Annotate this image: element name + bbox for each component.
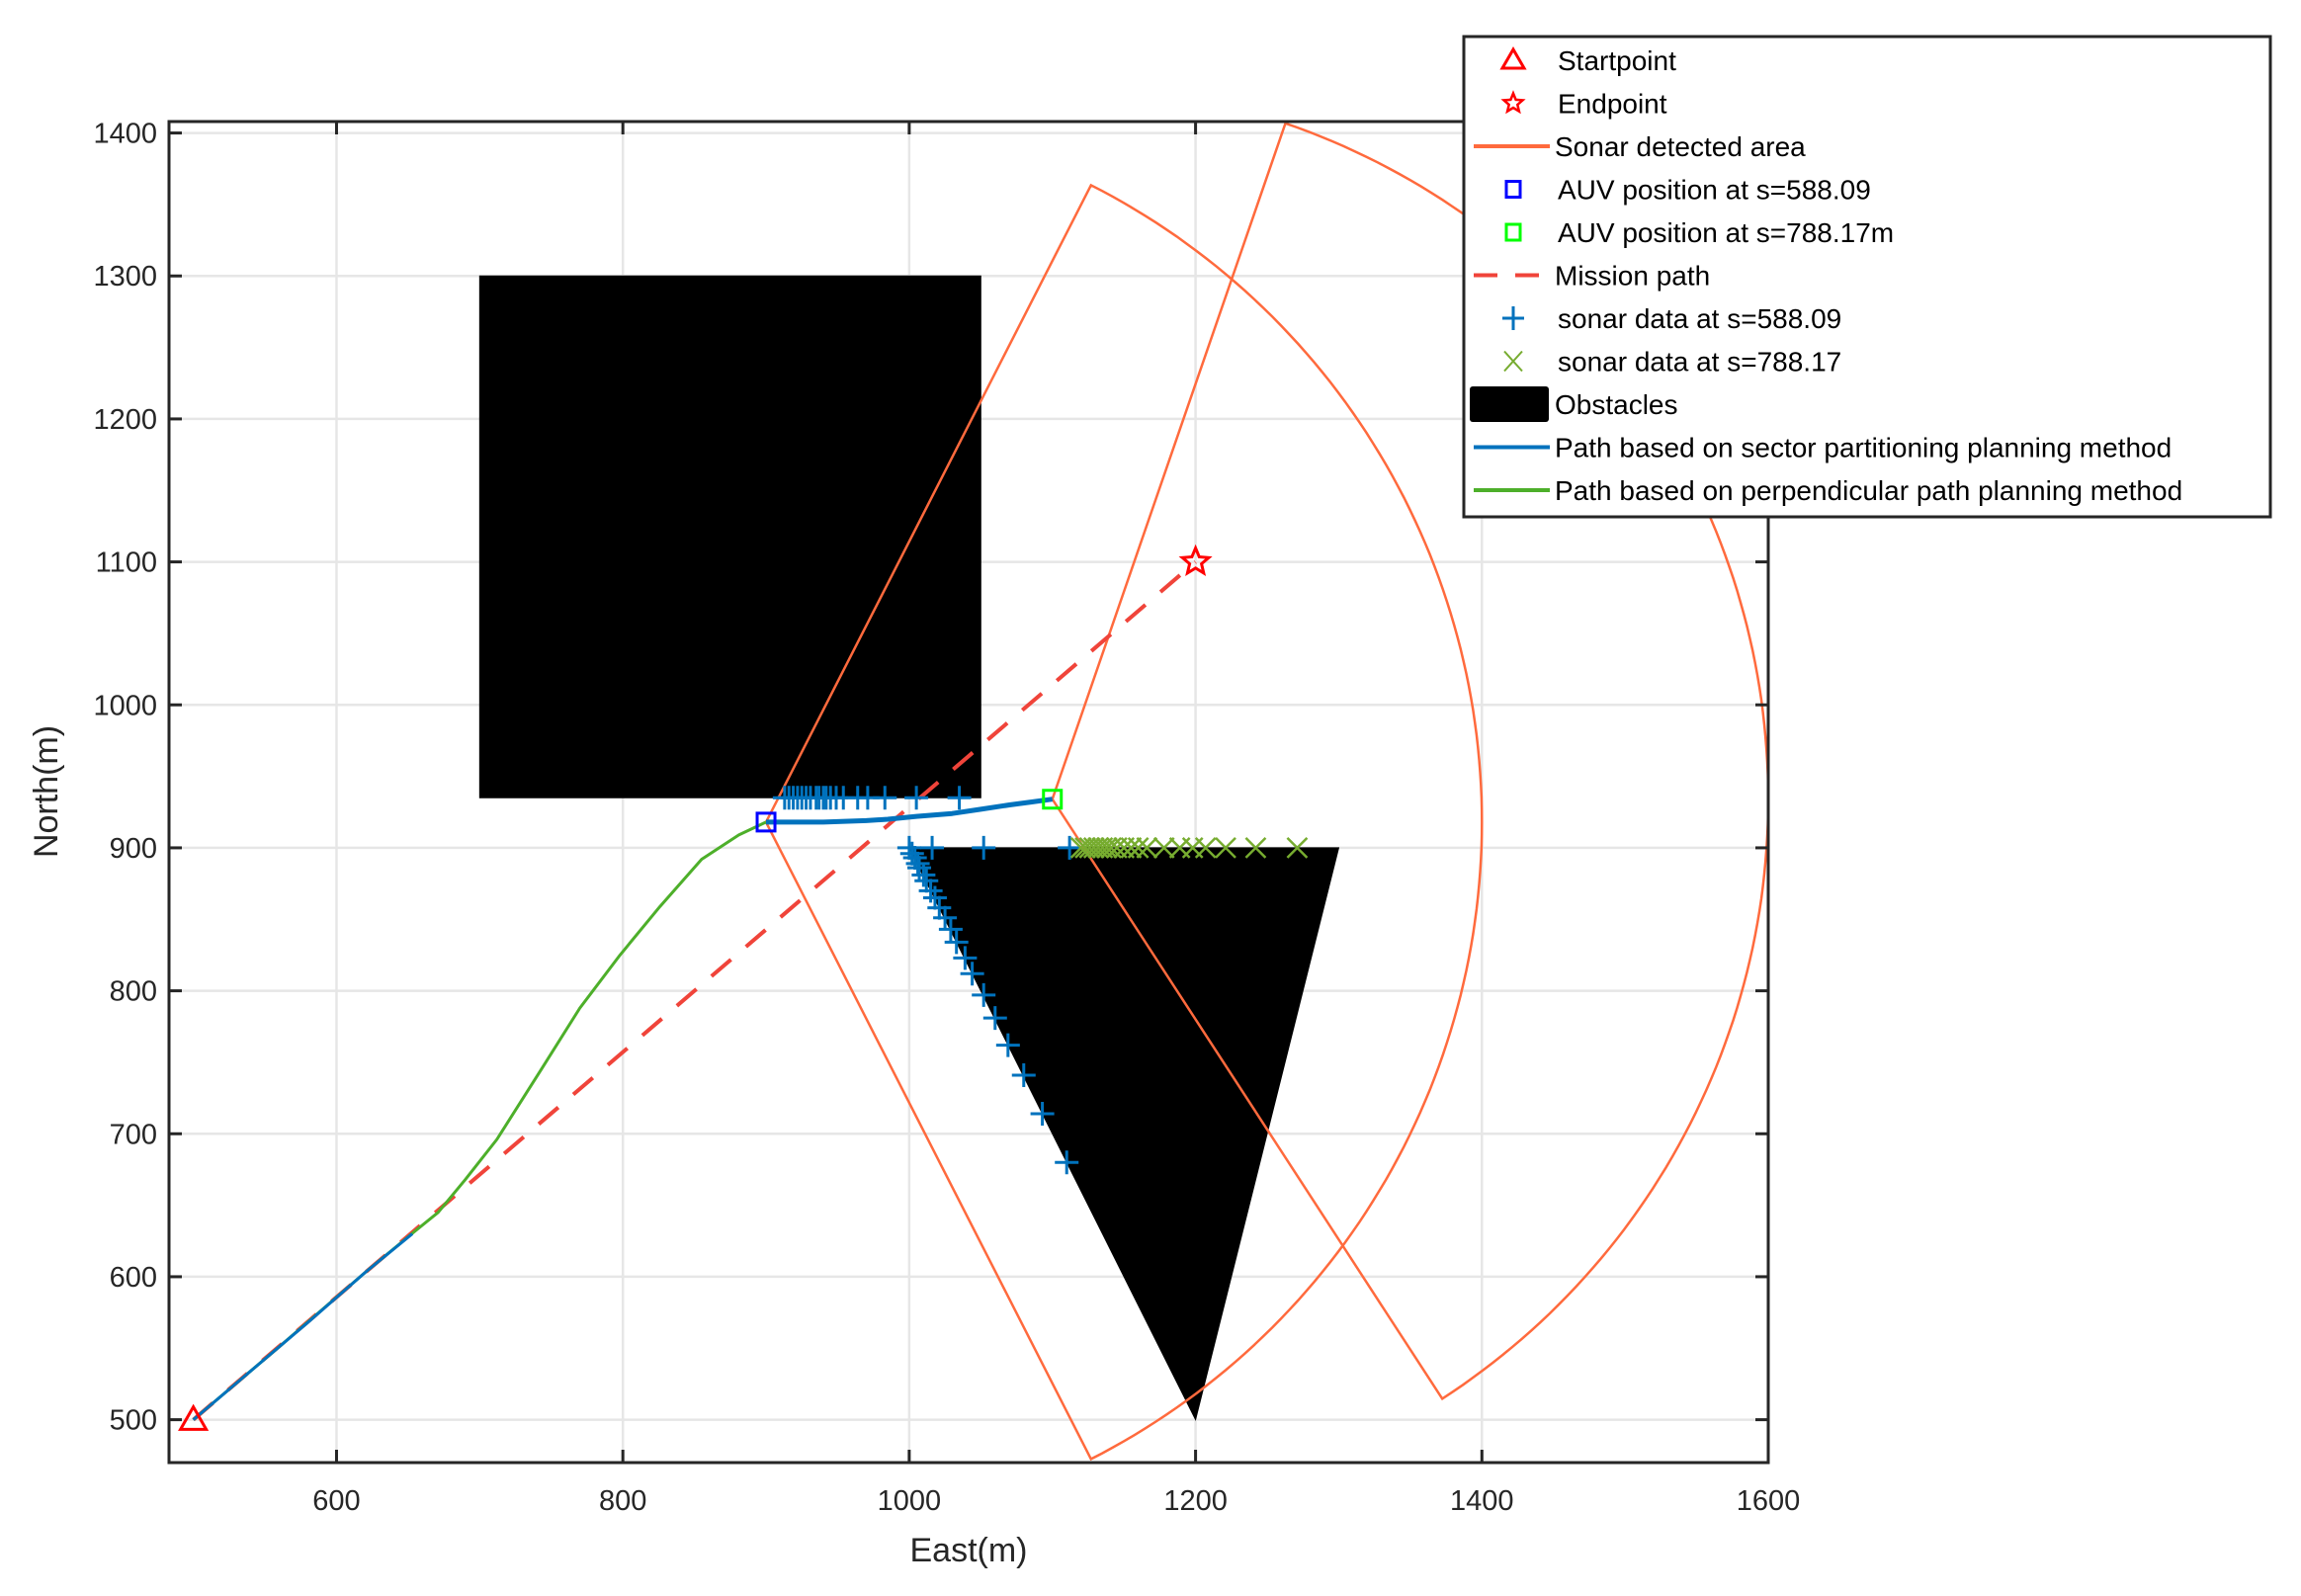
sonar-plus-marker <box>972 835 996 860</box>
obstacle-rectangle <box>478 275 981 798</box>
obstacle-patch-icon <box>1470 386 1549 422</box>
sonar-plus-marker <box>947 786 972 810</box>
sonar-plus-marker <box>995 1033 1020 1057</box>
legend-label: Path based on perpendicular path plannin… <box>1555 475 2182 506</box>
sonar-plus-marker <box>922 885 947 910</box>
plus-icon <box>1502 306 1524 330</box>
square-icon <box>1504 222 1522 242</box>
sonar-plus-marker <box>911 863 936 887</box>
plot-area <box>178 122 1768 1462</box>
star-icon <box>1500 90 1526 115</box>
sonar-plus-marker <box>972 982 996 1007</box>
sonar-plus-marker <box>960 962 984 986</box>
sonar-data-markers <box>772 786 1309 1175</box>
sonar-plus-marker <box>914 869 939 893</box>
x-icon <box>1503 350 1523 373</box>
square-icon <box>1504 180 1522 199</box>
auv-position-2-square-icon <box>1042 789 1064 810</box>
sonar-x-marker <box>1095 837 1118 859</box>
endpoint-star-icon <box>1178 544 1213 577</box>
sonar-x-marker <box>1194 837 1217 859</box>
position-markers <box>178 544 1213 1431</box>
tick-labels: 600 800 1000 1200 1400 1600 500 600 700 800 900 100… <box>93 119 1800 1517</box>
legend-label: Startpoint <box>1558 45 1676 76</box>
legend-label: Obstacles <box>1555 389 1678 420</box>
y-tick-label: 800 <box>110 976 157 1008</box>
sonar-x-marker <box>1215 837 1236 859</box>
legend-box <box>1462 35 2272 519</box>
sonar-sector-1 <box>764 183 1484 1462</box>
sonar-plus-marker <box>1058 835 1082 860</box>
auv-position-1-square-icon <box>755 811 777 833</box>
legend-label: AUV position at s=788.17m <box>1558 217 1894 248</box>
sonar-plus-marker <box>899 841 924 866</box>
legend-label: Sonar detected area <box>1555 131 1806 162</box>
y-tick-label: 1100 <box>96 547 157 579</box>
y-tick-label: 1300 <box>93 261 157 293</box>
sonar-x-marker <box>1152 837 1175 859</box>
legend-label: AUV position at s=588.09 <box>1558 175 1871 206</box>
sector-partitioning-path-line <box>766 797 1054 825</box>
sonar-plus-marker <box>982 1006 1007 1031</box>
x-tick-label: 1200 <box>1163 1485 1228 1517</box>
legend: Startpoint Endpoint Sonar detected area AUV… <box>1462 35 2272 519</box>
x-tick-label: 800 <box>599 1485 646 1517</box>
y-tick-label: 900 <box>110 833 157 865</box>
sonar-plus-marker <box>944 930 969 955</box>
sonar-plus-marker <box>1055 1150 1079 1175</box>
x-tick-label: 1000 <box>878 1485 942 1517</box>
sonar-plus-marker <box>927 895 952 920</box>
triangle-icon <box>1499 46 1527 70</box>
sonar-plus-marker <box>920 835 945 860</box>
legend-label: Mission path <box>1555 261 1710 292</box>
sonar-plus-marker <box>873 786 897 810</box>
legend-label: sonar data at s=588.09 <box>1558 303 1841 334</box>
x-tick-label: 1600 <box>1737 1485 1801 1517</box>
x-tick-label: 600 <box>312 1485 360 1517</box>
sonar-x-marker <box>1286 837 1309 859</box>
sonar-plus-marker <box>953 946 978 970</box>
obstacles <box>478 275 1340 1422</box>
sonar-plus-marker <box>938 917 963 942</box>
y-tick-label: 500 <box>110 1405 157 1437</box>
perpendicular-path-line <box>192 820 767 1421</box>
axes-box <box>167 120 1770 1465</box>
legend-label: Endpoint <box>1558 89 1667 120</box>
y-tick-label: 1200 <box>93 404 157 436</box>
y-tick-label: 700 <box>110 1119 157 1150</box>
sonar-x-marker <box>1120 837 1143 859</box>
sonar-x-marker <box>1127 837 1150 859</box>
sector-partitioning-path-line <box>192 1232 414 1421</box>
sonar-plus-marker <box>1030 1102 1055 1127</box>
y-tick-label: 1400 <box>93 119 157 150</box>
sonar-plus-marker <box>902 846 927 871</box>
mission-path-line <box>192 560 1197 1422</box>
mission-path <box>192 560 1197 1422</box>
sonar-x-marker <box>1136 837 1158 859</box>
startpoint-triangle-icon <box>178 1403 210 1431</box>
sonar-plus-marker <box>933 905 958 930</box>
sonar-plus-marker <box>1011 1062 1036 1087</box>
y-axis-title: North(m) <box>28 725 65 858</box>
x-tick-label: 1400 <box>1450 1485 1514 1517</box>
sonar-plus-marker <box>896 835 921 860</box>
x-axis-title: East(m) <box>910 1532 1028 1569</box>
y-tick-label: 1000 <box>93 690 157 721</box>
y-tick-label: 600 <box>110 1262 157 1294</box>
sonar-plus-marker <box>904 786 929 810</box>
sonar-x-marker <box>1244 837 1267 859</box>
legend-label: Path based on sector partitioning planni… <box>1555 433 2172 463</box>
legend-label: sonar data at s=788.17 <box>1558 347 1841 378</box>
planned-paths <box>192 797 1054 1421</box>
